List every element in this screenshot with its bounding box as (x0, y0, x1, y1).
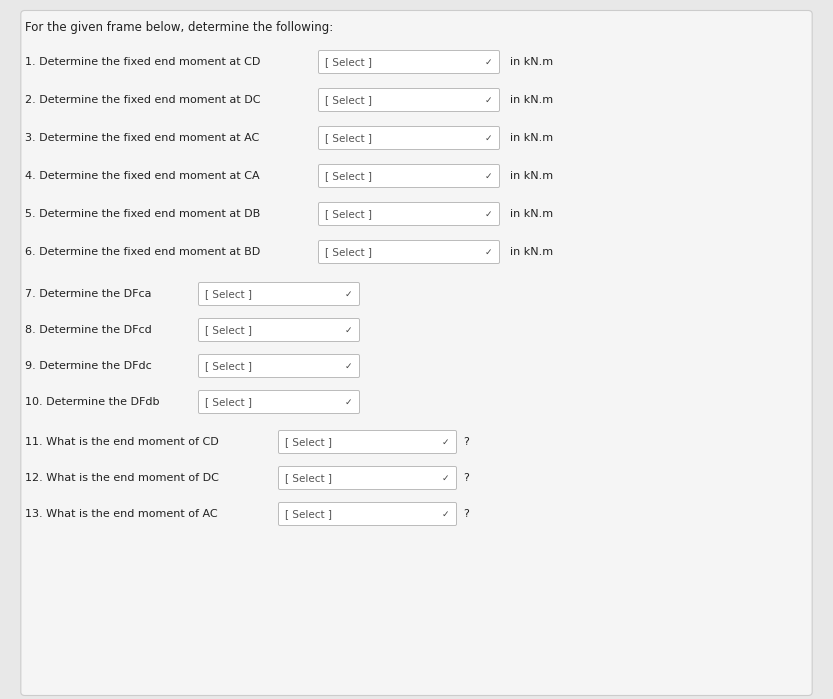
Text: 10. Determine the DFdb: 10. Determine the DFdb (25, 397, 159, 407)
Text: in kN.m: in kN.m (510, 247, 553, 257)
Text: [ Select ]: [ Select ] (325, 171, 372, 181)
FancyBboxPatch shape (318, 89, 500, 112)
Text: 9. Determine the DFdc: 9. Determine the DFdc (25, 361, 152, 371)
Text: [ Select ]: [ Select ] (205, 361, 252, 371)
Text: 12. What is the end moment of DC: 12. What is the end moment of DC (25, 473, 219, 483)
FancyBboxPatch shape (318, 203, 500, 226)
Text: 11. What is the end moment of CD: 11. What is the end moment of CD (25, 437, 219, 447)
Text: [ Select ]: [ Select ] (285, 473, 332, 483)
Text: ✓: ✓ (484, 171, 491, 180)
Text: ✓: ✓ (484, 210, 491, 219)
Text: in kN.m: in kN.m (510, 171, 553, 181)
Text: ✓: ✓ (484, 57, 491, 66)
Text: ✓: ✓ (441, 438, 449, 447)
Text: ?: ? (463, 509, 469, 519)
Text: [ Select ]: [ Select ] (205, 325, 252, 335)
FancyBboxPatch shape (318, 240, 500, 264)
Text: [ Select ]: [ Select ] (325, 95, 372, 105)
FancyBboxPatch shape (318, 164, 500, 187)
FancyBboxPatch shape (278, 466, 456, 489)
FancyBboxPatch shape (278, 503, 456, 526)
Text: in kN.m: in kN.m (510, 133, 553, 143)
Text: [ Select ]: [ Select ] (205, 397, 252, 407)
Text: [ Select ]: [ Select ] (285, 437, 332, 447)
Text: in kN.m: in kN.m (510, 209, 553, 219)
Text: ✓: ✓ (484, 134, 491, 143)
FancyBboxPatch shape (278, 431, 456, 454)
Text: in kN.m: in kN.m (510, 57, 553, 67)
Text: in kN.m: in kN.m (510, 95, 553, 105)
Text: [ Select ]: [ Select ] (325, 247, 372, 257)
Text: [ Select ]: [ Select ] (325, 209, 372, 219)
Text: 1. Determine the fixed end moment at CD: 1. Determine the fixed end moment at CD (25, 57, 261, 67)
Text: ✓: ✓ (441, 510, 449, 519)
Text: 6. Determine the fixed end moment at BD: 6. Determine the fixed end moment at BD (25, 247, 260, 257)
Text: ✓: ✓ (441, 473, 449, 482)
Text: 13. What is the end moment of AC: 13. What is the end moment of AC (25, 509, 217, 519)
FancyBboxPatch shape (198, 319, 360, 342)
FancyBboxPatch shape (198, 391, 360, 414)
Text: ✓: ✓ (344, 289, 352, 298)
Text: 5. Determine the fixed end moment at DB: 5. Determine the fixed end moment at DB (25, 209, 260, 219)
Text: ✓: ✓ (484, 247, 491, 257)
FancyBboxPatch shape (318, 50, 500, 73)
Text: [ Select ]: [ Select ] (285, 509, 332, 519)
Text: For the given frame below, determine the following:: For the given frame below, determine the… (25, 22, 333, 34)
Text: ✓: ✓ (484, 96, 491, 104)
Text: [ Select ]: [ Select ] (205, 289, 252, 299)
Text: ✓: ✓ (344, 326, 352, 335)
Text: 2. Determine the fixed end moment at DC: 2. Determine the fixed end moment at DC (25, 95, 261, 105)
FancyBboxPatch shape (198, 354, 360, 377)
FancyBboxPatch shape (198, 282, 360, 305)
Text: ?: ? (463, 473, 469, 483)
Text: [ Select ]: [ Select ] (325, 133, 372, 143)
FancyBboxPatch shape (318, 127, 500, 150)
Text: 4. Determine the fixed end moment at CA: 4. Determine the fixed end moment at CA (25, 171, 260, 181)
Text: 8. Determine the DFcd: 8. Determine the DFcd (25, 325, 152, 335)
Text: ✓: ✓ (344, 398, 352, 407)
Text: ?: ? (463, 437, 469, 447)
Text: [ Select ]: [ Select ] (325, 57, 372, 67)
Text: 3. Determine the fixed end moment at AC: 3. Determine the fixed end moment at AC (25, 133, 259, 143)
Text: ✓: ✓ (344, 361, 352, 370)
Text: 7. Determine the DFca: 7. Determine the DFca (25, 289, 152, 299)
